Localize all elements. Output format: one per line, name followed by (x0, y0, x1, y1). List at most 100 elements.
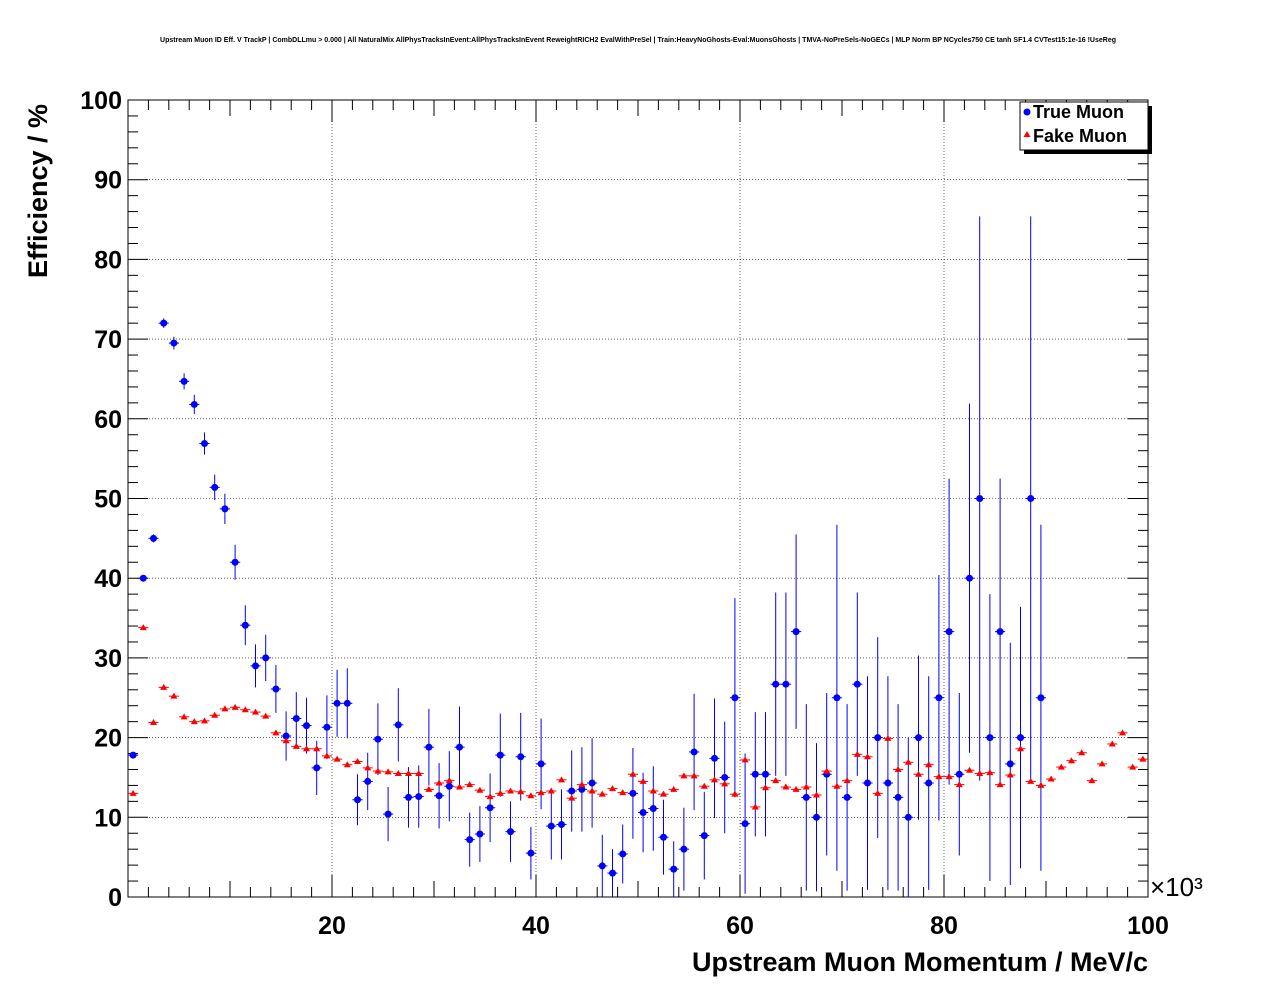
fake-muon-point (639, 777, 647, 784)
fake-muon-point (150, 718, 157, 725)
fake-muon-point (782, 783, 790, 790)
x-tick-label: 40 (522, 912, 550, 940)
fake-muon-point (690, 772, 698, 779)
true-muon-point (935, 694, 943, 702)
true-muon-point (456, 743, 463, 751)
fake-muon-point (629, 770, 637, 777)
true-muon-point (629, 789, 637, 797)
true-muon-point (670, 865, 678, 873)
fake-muon-point (1078, 749, 1086, 756)
fake-muon-point (792, 785, 800, 792)
true-muon-point (190, 400, 198, 408)
true-muon-point (272, 685, 280, 693)
true-muon-point (925, 779, 933, 787)
true-muon-point (303, 722, 310, 730)
fake-muon-point (303, 745, 310, 752)
true-muon-point (945, 628, 953, 636)
x-axis: 20 40 60 80 100 (147, 100, 1169, 940)
fake-muon-point (343, 761, 351, 768)
true-muon-point (884, 779, 892, 787)
true-muon-point (782, 680, 790, 688)
true-muon-point (394, 721, 402, 729)
fake-muon-point (537, 789, 545, 796)
true-muon-point (405, 793, 412, 801)
true-muon-point (415, 793, 423, 801)
x-tick-label: 60 (726, 912, 754, 940)
x-tick-label: 100 (1127, 912, 1169, 940)
y-tick-label: 0 (108, 884, 122, 912)
fake-muon-point (1027, 777, 1035, 784)
true-muon-point (660, 833, 667, 841)
fake-muon-point (700, 782, 708, 789)
grid-lines (128, 100, 1148, 897)
fake-muon-point (833, 782, 841, 789)
fake-muon-point (139, 624, 147, 631)
x-tick-label: 80 (930, 912, 958, 940)
series-layer (128, 216, 1148, 897)
true-muon-point (486, 804, 494, 812)
true-muon-point (588, 779, 596, 787)
fake-muon-point (568, 794, 576, 801)
fake-muon-point (772, 777, 780, 784)
fake-muon-point (547, 787, 555, 794)
true-muon-point (700, 832, 708, 840)
fake-muon-point (680, 772, 688, 779)
fake-muon-point (425, 785, 433, 792)
true-muon-point (547, 822, 555, 830)
true-muon-point (558, 820, 565, 828)
true-muon-point (241, 621, 249, 629)
fake-muon-point (180, 713, 188, 720)
true-muon-point (231, 558, 239, 566)
true-muon-point (915, 734, 922, 742)
true-muon-point (435, 792, 443, 800)
true-muon-point (813, 813, 820, 821)
true-muon-point (1037, 694, 1045, 702)
y-tick-label: 90 (94, 167, 122, 195)
true-muon-point (976, 495, 984, 502)
fake-muon-point (976, 769, 984, 776)
true-muon-point (721, 773, 729, 781)
fake-muon-point (252, 708, 259, 715)
fake-muon-point (853, 750, 861, 757)
fake-muon-point (1037, 781, 1045, 788)
x-tick-label: 20 (318, 912, 346, 940)
fake-muon-point (1139, 755, 1147, 762)
fake-muon-point (221, 705, 229, 712)
fake-muon-point (201, 717, 208, 724)
true-muon-point (252, 662, 259, 670)
true-muon-point (792, 628, 800, 636)
true-muon-point (527, 849, 535, 857)
fake-muon-point (262, 712, 270, 719)
true-muon-point (864, 779, 871, 787)
fake-muon-point (945, 773, 953, 780)
y-tick-label: 30 (94, 645, 122, 673)
legend-box (1019, 101, 1149, 151)
fake-muon-point (588, 787, 596, 794)
fake-muon-point (935, 773, 943, 780)
true-muon-point (211, 483, 219, 491)
fake-muon-point (415, 769, 423, 776)
true-muon-point (578, 785, 586, 793)
fake-muon-point (211, 711, 219, 718)
true-muon-point (129, 751, 137, 759)
x-axis-title: Upstream Muon Momentum / MeV/c (692, 947, 1148, 977)
true-muon-point (425, 743, 433, 751)
fake-muon-point (649, 787, 657, 794)
true-muon-point (1006, 760, 1014, 768)
fake-muon-point (282, 737, 290, 744)
fake-muon-point (609, 785, 616, 792)
fake-muon-point (527, 792, 535, 799)
fake-muon-point (129, 789, 137, 796)
true-muon-point (466, 836, 474, 844)
fake-muon-point (272, 729, 280, 736)
true-muon-point (262, 654, 270, 662)
true-muon-point (384, 810, 392, 818)
fake-muon-point (466, 781, 474, 788)
fake-muon-point (751, 803, 759, 810)
fake-muon-point (1047, 775, 1055, 782)
fake-muon-point (445, 777, 453, 784)
y-tick-label: 70 (94, 326, 122, 354)
fake-muon-point (915, 770, 922, 777)
legend-fake-muon-label: Fake Muon (1033, 126, 1127, 146)
